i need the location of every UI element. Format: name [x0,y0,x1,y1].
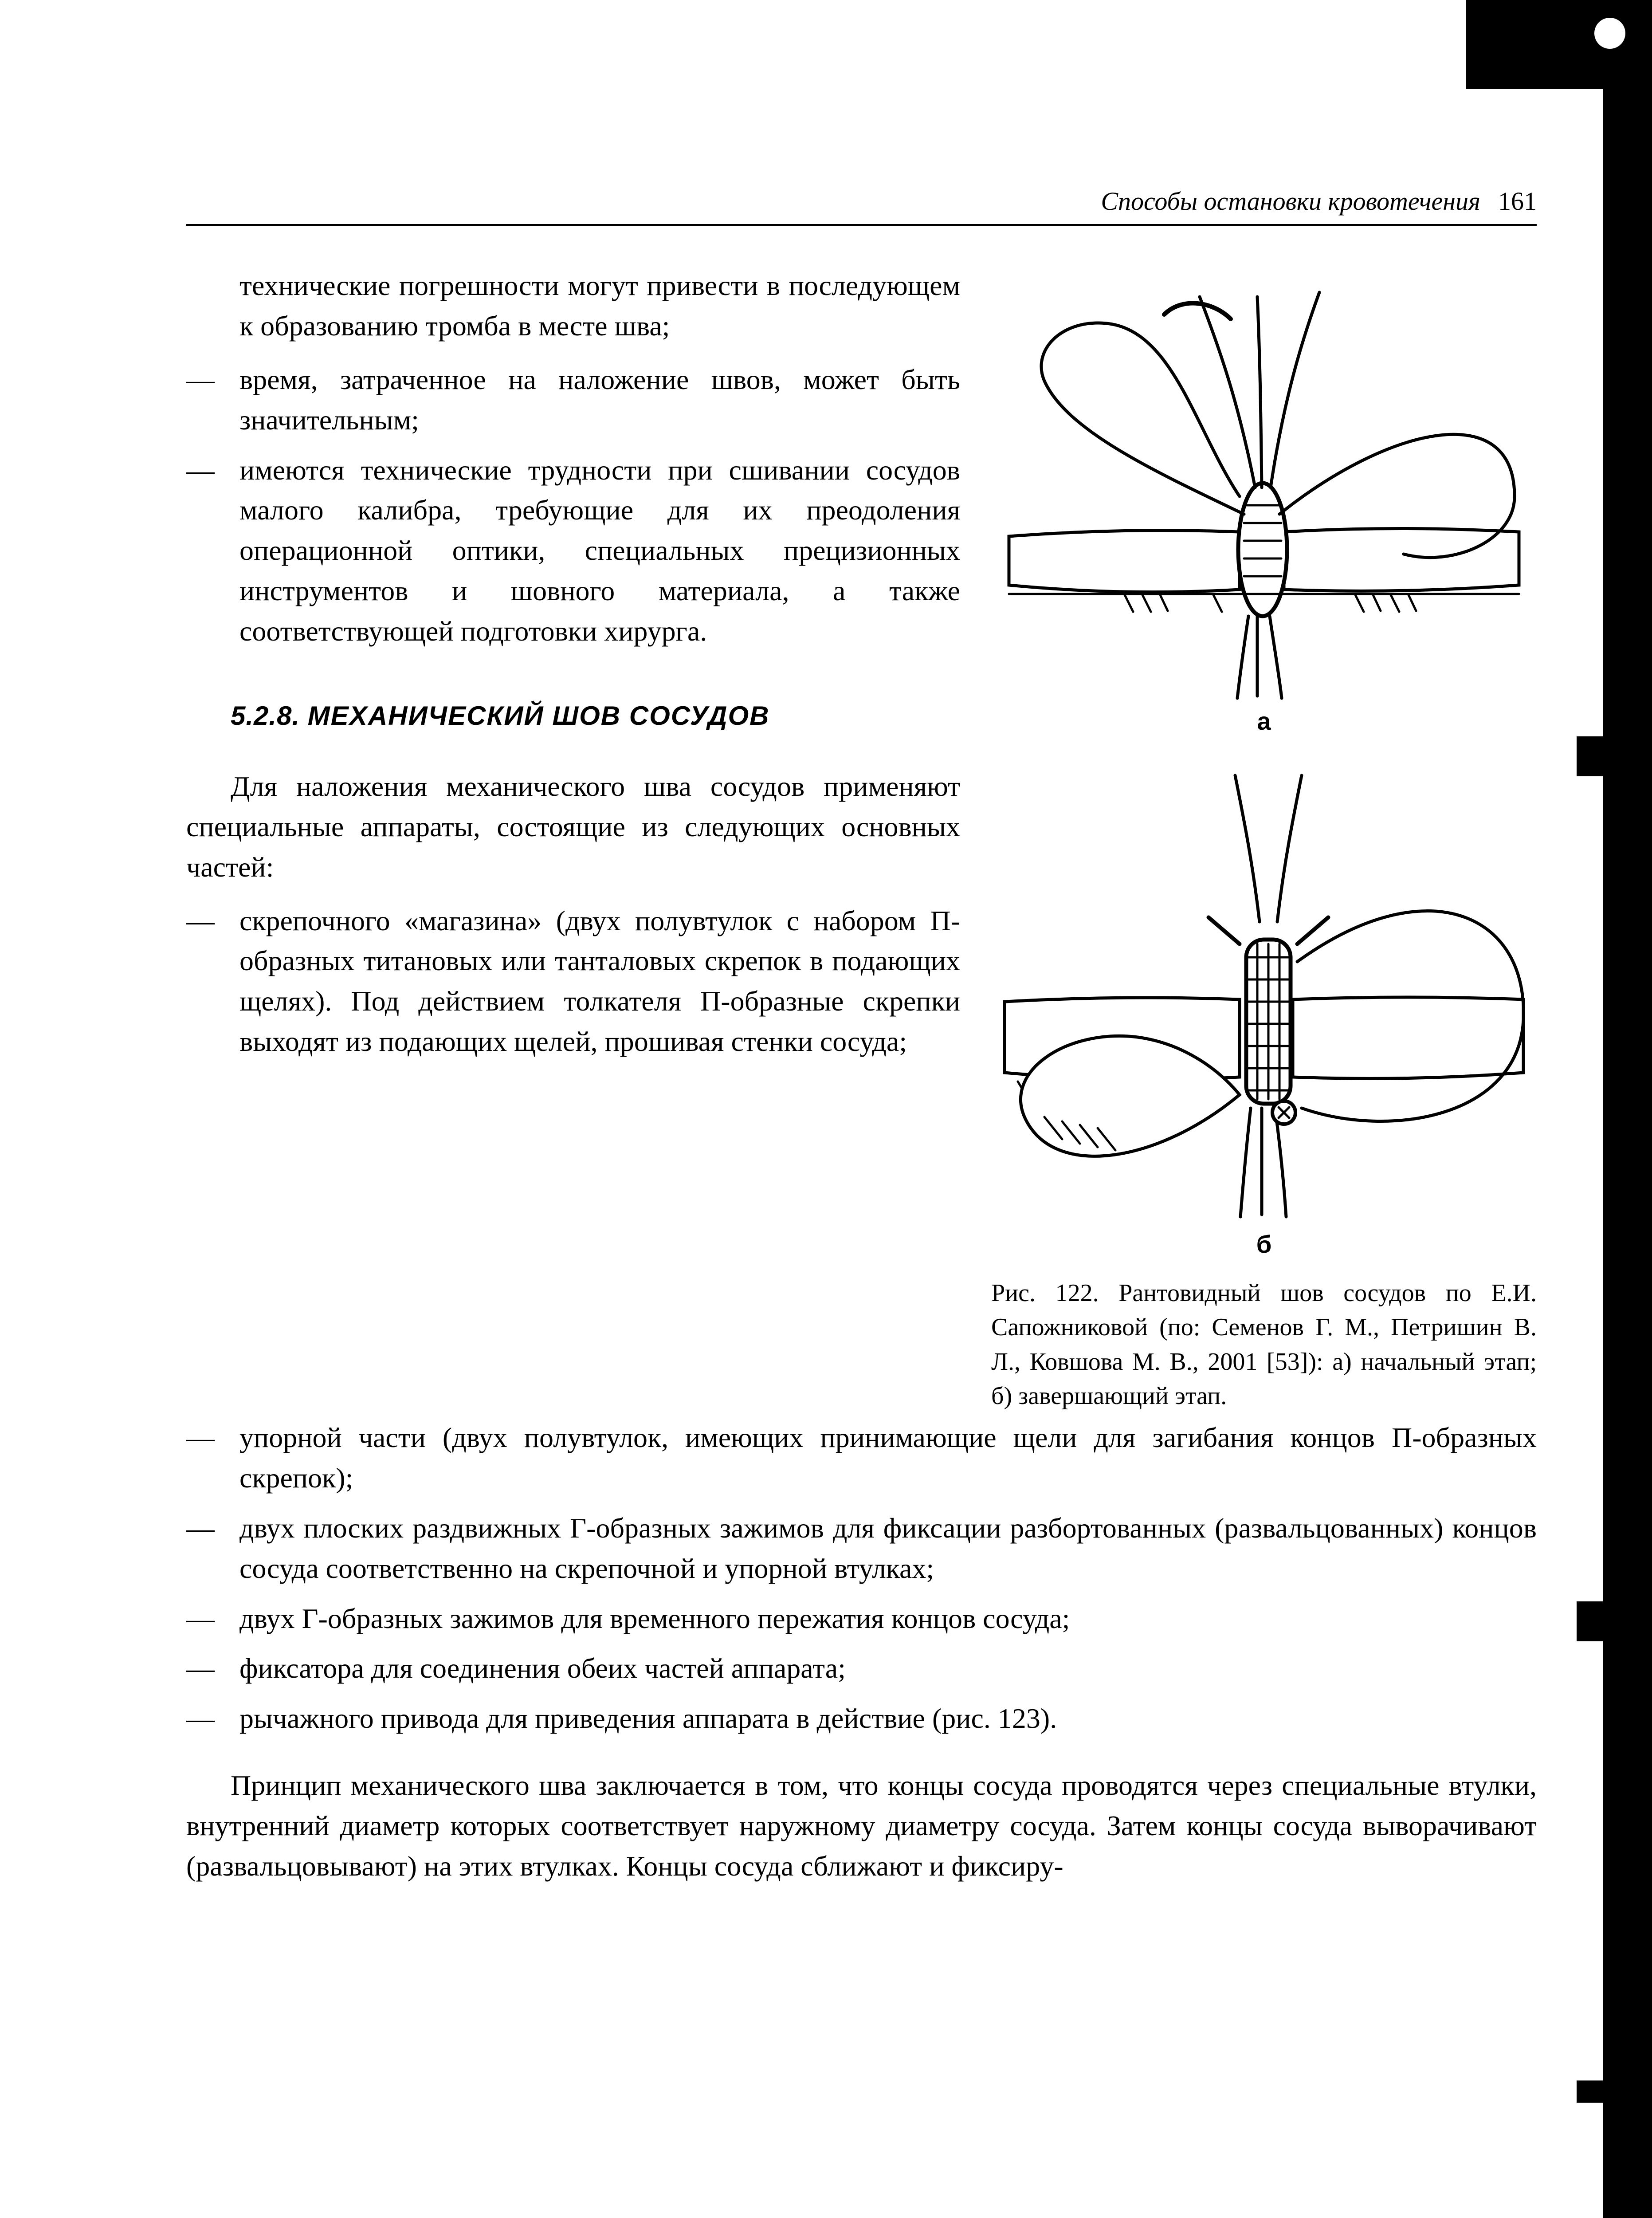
scan-artifact-top [1466,0,1652,89]
page-scan: Способы остановки кровотечения 161 техни… [0,0,1652,2218]
section-heading: 5.2.8. Механический шов сосудов [231,700,960,731]
list-item: двух Г-образных зажимов для временного п… [186,1599,1537,1639]
list-item: время, затраченное на наложение швов, мо… [186,360,960,440]
apparatus-parts-list-continued: упорной части (двух полувтулок, имеющих … [186,1418,1537,1739]
scan-artifact-right [1603,89,1652,2218]
scan-artifact-nick [1577,1601,1603,1641]
continuation-text: технические погрешности могут привести в… [186,266,960,346]
scan-artifact-nick [1577,2080,1603,2103]
list-item: фиксатора для соединения обеих частей ап… [186,1648,1537,1689]
list-item: упорной части (двух полувтулок, имеющих … [186,1418,1537,1498]
section-number: 5.2.8. [231,701,300,731]
figure-122: а [991,266,1537,1413]
apparatus-parts-list-start: скрепочного «магазина» (двух полувтулок … [186,901,960,1062]
running-head: Способы остановки кровотечения 161 [186,186,1537,226]
scan-artifact-nick [1577,736,1603,776]
paragraph: Для наложения механического шва сосудов … [186,767,960,888]
page-number: 161 [1498,186,1537,216]
list-item: имеются технические трудности при сшиван… [186,450,960,652]
list-item: скрепочного «магазина» (двух полувтулок … [186,901,960,1062]
right-column: а [991,266,1537,1413]
two-column-region: технические погрешности могут привести в… [186,266,1537,1413]
full-width-region: упорной части (двух полувтулок, имеющих … [186,1418,1537,1887]
list-item: двух плоских раздвижных Г-образных зажим… [186,1508,1537,1589]
figure-panel-a-illustration [991,266,1537,700]
figure-caption: Рис. 122. Рантовидный шов сосудов по Е.И… [991,1276,1537,1413]
figure-panel-b-illustration [991,753,1537,1223]
figure-label-b: б [991,1230,1537,1258]
page-content: Способы остановки кровотечения 161 техни… [186,186,1537,2218]
running-title: Способы остановки кровотечения [1101,186,1480,216]
figure-label-a: а [991,707,1537,735]
disadvantages-list: время, затраченное на наложение швов, мо… [186,360,960,652]
closing-paragraph: Принцип механического шва заключается в … [186,1766,1537,1887]
section-title-text: Механический шов сосудов [308,701,770,731]
list-item: рычажного привода для приведения аппарат… [186,1699,1537,1739]
left-column: технические погрешности могут привести в… [186,266,960,1413]
